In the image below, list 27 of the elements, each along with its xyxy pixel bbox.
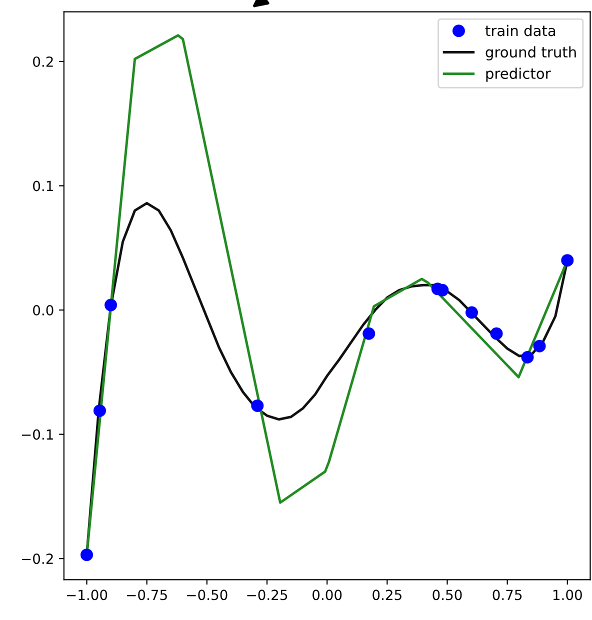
x-tick-label: 0.25 (372, 590, 402, 600)
point (104, 298, 118, 312)
x-tick-label: −0.25 (247, 590, 288, 600)
point (251, 399, 264, 412)
x-tick-label: 1.00 (553, 590, 582, 600)
y-tick-label: −0.1 (22, 429, 53, 440)
point (490, 327, 503, 340)
y-tick-label: 0.0 (33, 305, 54, 316)
point (561, 254, 574, 267)
point (362, 327, 376, 340)
point (521, 351, 534, 364)
x-tick-label: −1.00 (66, 590, 108, 600)
x-tick-label: −0.75 (127, 590, 167, 600)
y-tick-label: −0.2 (22, 554, 53, 564)
x-tick-label: −0.50 (187, 590, 228, 600)
legend-label: ground truth (486, 46, 576, 60)
x-tick-label: 0.50 (432, 590, 462, 600)
legend-label: train data (485, 24, 556, 36)
point (533, 340, 546, 352)
legend-label: predictor (486, 68, 551, 82)
x-tick-label: 0.00 (312, 590, 342, 600)
x-tick-label: 0.75 (492, 590, 522, 600)
y-tick-label: 0.1 (33, 180, 53, 192)
point (93, 404, 106, 417)
point (80, 548, 94, 562)
point (466, 306, 478, 319)
y-tick-label: 0.2 (33, 56, 53, 67)
